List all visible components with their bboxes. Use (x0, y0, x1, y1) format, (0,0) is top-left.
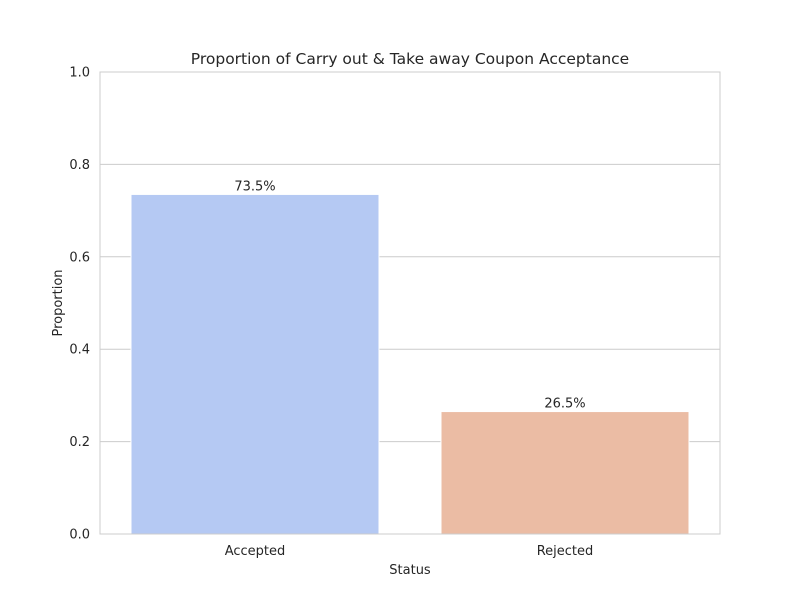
x-tick-label: Rejected (537, 544, 594, 559)
y-axis-label: Proportion (51, 269, 66, 336)
data-label: 26.5% (544, 397, 585, 412)
x-axis-label: Status (389, 563, 431, 578)
chart-title: Proportion of Carry out & Take away Coup… (191, 50, 629, 68)
y-tick-label: 0.4 (69, 343, 90, 358)
bar-rejected (440, 411, 690, 535)
y-tick-label: 0.6 (69, 250, 90, 265)
bars-group (130, 193, 690, 535)
x-tick-label: Accepted (225, 544, 286, 559)
bar-accepted (130, 193, 380, 535)
plot-frame (99, 71, 721, 535)
y-axis-ticks: 0.0 0.2 0.4 0.6 0.8 1.0 (69, 66, 90, 543)
y-tick-label: 0.8 (69, 158, 90, 173)
x-axis-ticks: Accepted Rejected (225, 544, 594, 559)
y-tick-label: 0.0 (69, 528, 90, 543)
y-tick-label: 1.0 (69, 66, 90, 81)
data-labels-group: 73.5% 26.5% (234, 179, 585, 411)
y-tick-label: 0.2 (69, 435, 90, 450)
data-label: 73.5% (234, 179, 275, 194)
